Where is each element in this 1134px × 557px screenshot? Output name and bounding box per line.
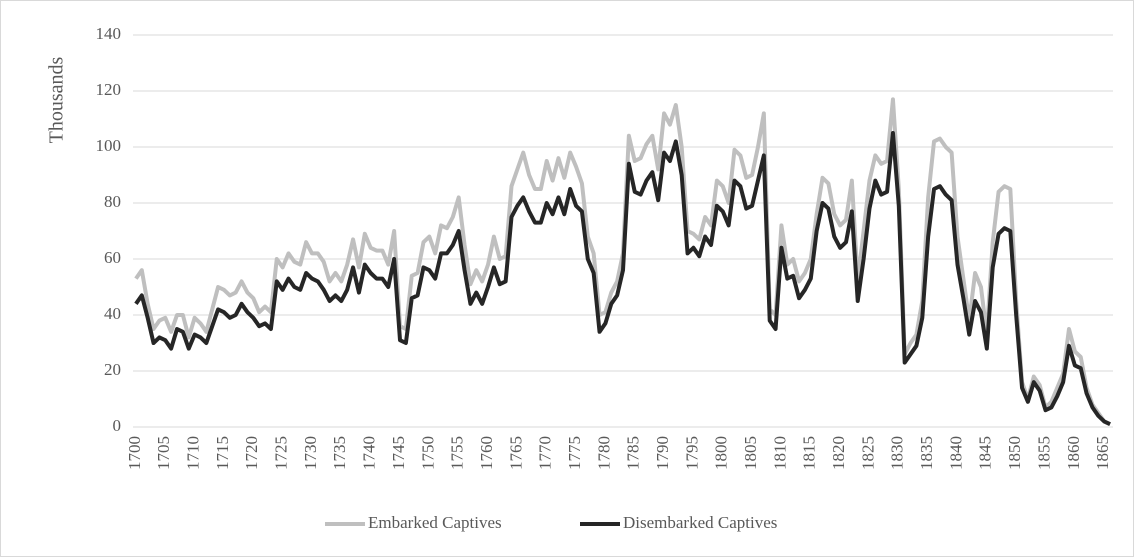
- x-tick-label: 1855: [1034, 436, 1053, 470]
- x-tick-label: 1700: [125, 436, 144, 470]
- x-tick-label: 1800: [712, 436, 731, 470]
- x-tick-label: 1765: [506, 436, 525, 470]
- x-tick-label: 1790: [653, 436, 672, 470]
- y-tick-label: 100: [96, 136, 122, 155]
- x-tick-label: 1720: [242, 436, 261, 470]
- y-tick-label: 60: [104, 248, 121, 267]
- x-tick-label: 1820: [829, 436, 848, 470]
- y-tick-label: 120: [96, 80, 122, 99]
- x-tick-label: 1780: [594, 436, 613, 470]
- x-tick-label: 1860: [1064, 436, 1083, 470]
- y-axis-label: Thousands: [46, 56, 68, 143]
- x-tick-label: 1795: [682, 436, 701, 470]
- x-tick-label: 1810: [770, 436, 789, 470]
- x-tick-label: 1725: [272, 436, 291, 470]
- y-tick-label: 140: [96, 24, 122, 43]
- x-tick-label: 1835: [917, 436, 936, 470]
- x-tick-label: 1840: [946, 436, 965, 470]
- y-tick-label: 40: [104, 304, 121, 323]
- x-tick-label: 1815: [800, 436, 819, 470]
- x-tick-label: 1805: [741, 436, 760, 470]
- x-tick-label: 1850: [1005, 436, 1024, 470]
- x-tick-label: 1710: [184, 436, 203, 470]
- x-tick-label: 1825: [858, 436, 877, 470]
- series-line: [134, 131, 1111, 427]
- y-tick-label: 80: [104, 192, 121, 211]
- x-tick-label: 1865: [1093, 436, 1112, 470]
- x-tick-label: 1760: [477, 436, 496, 470]
- x-tick-label: 1785: [624, 436, 643, 470]
- x-tick-label: 1735: [330, 436, 349, 470]
- x-tick-label: 1705: [154, 436, 173, 470]
- x-tick-label: 1740: [360, 436, 379, 470]
- x-tick-label: 1830: [888, 436, 907, 470]
- x-tick-label: 1775: [565, 436, 584, 470]
- x-tick-label: 1770: [536, 436, 555, 470]
- x-tick-label: 1715: [213, 436, 232, 470]
- y-tick-label: 20: [104, 360, 121, 379]
- legend-label: Embarked Captives: [368, 513, 502, 532]
- legend-label: Disembarked Captives: [623, 513, 777, 532]
- x-tick-label: 1730: [301, 436, 320, 470]
- x-tick-label: 1750: [418, 436, 437, 470]
- x-tick-label: 1845: [976, 436, 995, 470]
- x-tick-label: 1755: [448, 436, 467, 470]
- y-tick-label: 0: [113, 416, 122, 435]
- x-tick-label: 1745: [389, 436, 408, 470]
